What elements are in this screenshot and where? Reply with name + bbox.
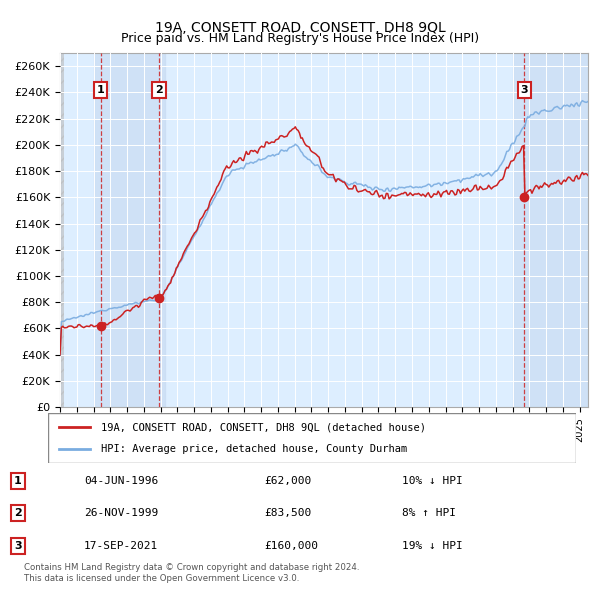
Text: 3: 3 (14, 541, 22, 550)
Text: 17-SEP-2021: 17-SEP-2021 (84, 541, 158, 550)
Text: 10% ↓ HPI: 10% ↓ HPI (402, 476, 463, 486)
Text: 1: 1 (97, 85, 104, 95)
Bar (94, 53, 165, 407)
Text: 8% ↑ HPI: 8% ↑ HPI (402, 509, 456, 518)
Text: 2: 2 (14, 509, 22, 518)
Text: Contains HM Land Registry data © Crown copyright and database right 2024.: Contains HM Land Registry data © Crown c… (24, 563, 359, 572)
Text: Price paid vs. HM Land Registry's House Price Index (HPI): Price paid vs. HM Land Registry's House … (121, 32, 479, 45)
Text: 1: 1 (14, 476, 22, 486)
Text: HPI: Average price, detached house, County Durham: HPI: Average price, detached house, Coun… (101, 444, 407, 454)
Text: £160,000: £160,000 (264, 541, 318, 550)
Bar (512, 53, 588, 407)
Text: 19A, CONSETT ROAD, CONSETT, DH8 9QL: 19A, CONSETT ROAD, CONSETT, DH8 9QL (155, 21, 445, 35)
Text: £62,000: £62,000 (264, 476, 311, 486)
Text: 26-NOV-1999: 26-NOV-1999 (84, 509, 158, 518)
Bar (60, 53, 64, 407)
Text: 3: 3 (521, 85, 528, 95)
Text: 04-JUN-1996: 04-JUN-1996 (84, 476, 158, 486)
Text: This data is licensed under the Open Government Licence v3.0.: This data is licensed under the Open Gov… (24, 573, 299, 582)
FancyBboxPatch shape (48, 413, 576, 463)
Text: 2: 2 (155, 85, 163, 95)
Text: 19A, CONSETT ROAD, CONSETT, DH8 9QL (detached house): 19A, CONSETT ROAD, CONSETT, DH8 9QL (det… (101, 422, 426, 432)
Text: £83,500: £83,500 (264, 509, 311, 518)
Text: 19% ↓ HPI: 19% ↓ HPI (402, 541, 463, 550)
